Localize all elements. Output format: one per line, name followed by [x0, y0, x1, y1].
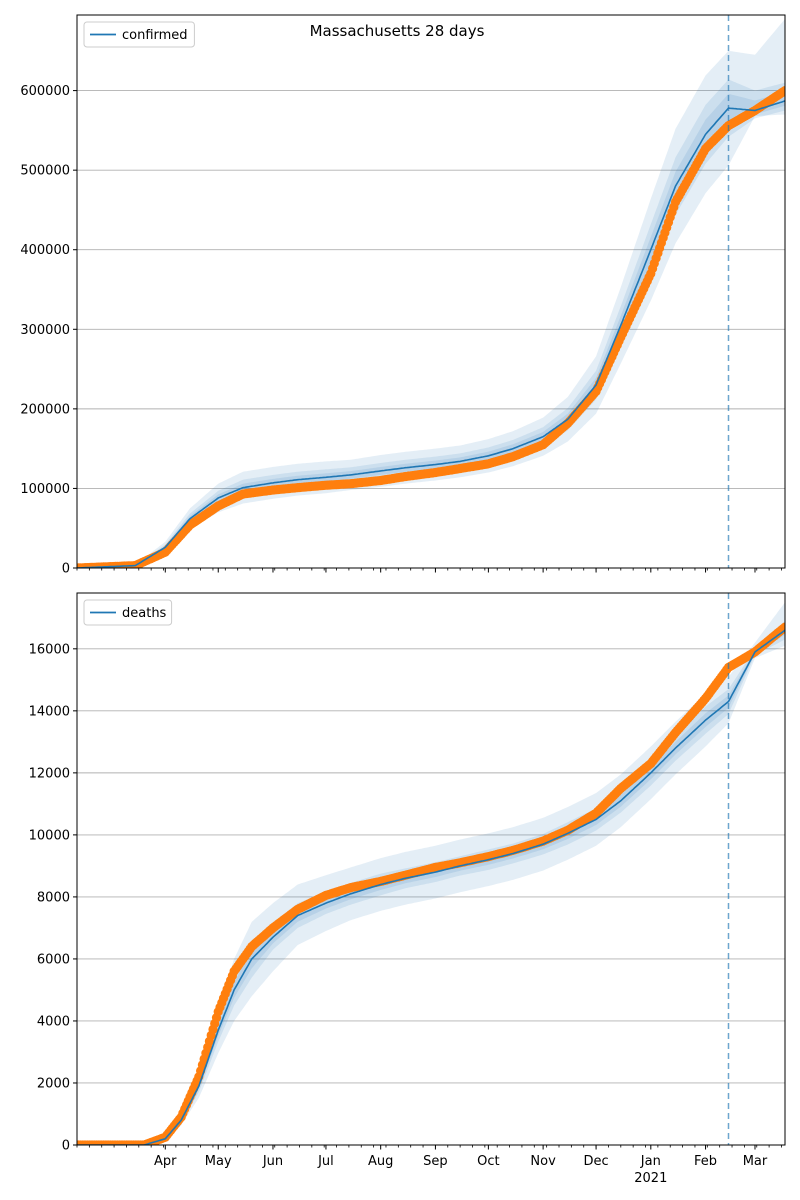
model-line	[77, 100, 785, 568]
y-tick-label: 12000	[29, 766, 70, 781]
x-tick-label: Aug	[368, 1154, 393, 1169]
x-tick-label: Dec	[584, 1154, 609, 1169]
y-tick-label: 300000	[20, 323, 70, 338]
chart-title: Massachusetts 28 days	[310, 22, 485, 40]
y-tick-label: 0	[62, 1139, 70, 1154]
y-tick-label: 4000	[37, 1014, 70, 1029]
x-tick-label: Nov	[530, 1154, 556, 1169]
x-tick-label: Sep	[423, 1154, 448, 1169]
y-tick-label: 2000	[37, 1076, 70, 1091]
plot-area	[77, 19, 785, 568]
deaths-panel: 0 2000 4000 6000 8000 10000 12000 14000 16000 Apr…	[29, 592, 786, 1186]
y-tick-label: 600000	[20, 84, 70, 99]
legend-box	[83, 21, 195, 48]
y-tick-label: 100000	[20, 482, 70, 497]
x-tick-label: Jan	[640, 1154, 661, 1169]
y-tick-label: 500000	[20, 164, 70, 179]
plot-area	[77, 602, 785, 1145]
axes-frame	[76, 14, 786, 569]
x-tick-label: Mar	[743, 1154, 768, 1169]
y-tick-label: 10000	[29, 828, 70, 843]
x-tick-label: Feb	[694, 1154, 717, 1169]
legend-label: deaths	[122, 606, 167, 621]
x-tick-label: Jun	[262, 1154, 283, 1169]
axes-frame	[76, 592, 786, 1146]
confirmed-panel: Massachusetts 28 days 0 100000 200000 30000…	[20, 14, 786, 577]
x-year-label: 2021	[634, 1171, 667, 1186]
legend-label: confirmed	[122, 28, 188, 43]
y-tick-label: 14000	[29, 704, 70, 719]
observed-point	[780, 86, 785, 96]
x-tick-label: Oct	[477, 1154, 499, 1169]
y-tick-label: 400000	[20, 243, 70, 258]
uncertainty-band	[77, 19, 785, 568]
y-tick-label: 6000	[37, 952, 70, 967]
x-tick-label: Apr	[154, 1154, 177, 1169]
uncertainty-band	[77, 79, 785, 568]
y-tick-label: 200000	[20, 402, 70, 417]
legend-box	[83, 599, 173, 626]
y-tick-label: 8000	[37, 890, 70, 905]
x-tick-label: Jul	[317, 1154, 334, 1169]
observed-point	[780, 622, 785, 632]
x-tick-label: May	[205, 1154, 232, 1169]
model-line	[77, 629, 785, 1145]
y-tick-label: 16000	[29, 642, 70, 657]
y-tick-label: 0	[62, 562, 70, 577]
